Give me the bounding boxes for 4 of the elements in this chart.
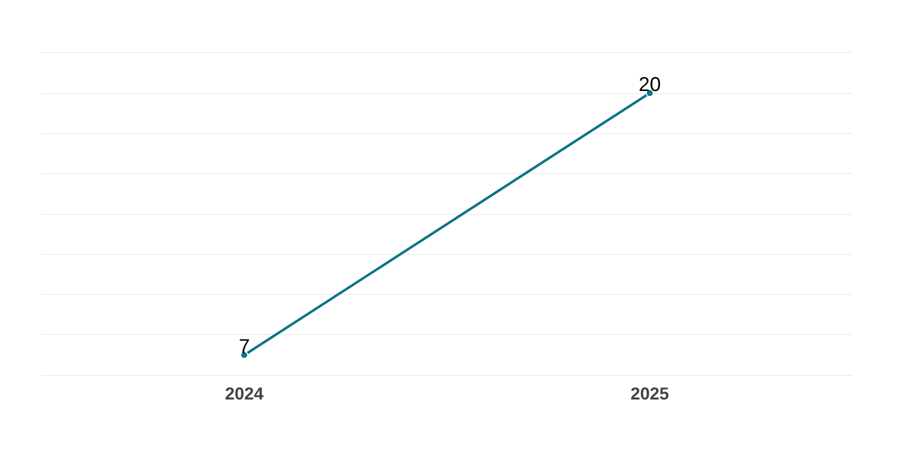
x-tick-label: 2025 [630,384,670,404]
x-tick-label: 2024 [224,384,264,404]
data-label: 20 [638,74,661,96]
data-label: 7 [238,336,250,358]
